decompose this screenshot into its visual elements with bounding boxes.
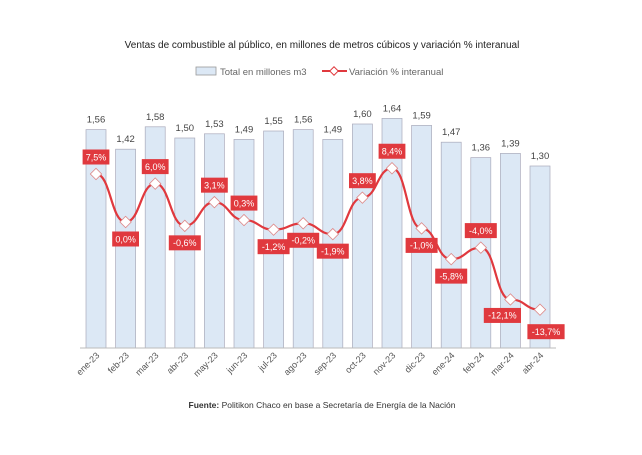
bar-value-label: 1,49 — [235, 124, 254, 135]
line-point-marker — [178, 219, 192, 233]
x-tick-label: ago-23 — [282, 350, 309, 377]
bar — [233, 139, 255, 349]
bar — [352, 123, 373, 349]
variation-label: -1,9% — [321, 246, 345, 256]
x-tick-label: feb-23 — [106, 350, 131, 375]
bar-value-label: 1,49 — [324, 124, 343, 135]
variation-label: 7,5% — [86, 152, 107, 162]
x-tick-label: jul-23 — [256, 350, 279, 373]
x-tick-label: sep-23 — [312, 350, 339, 377]
bar-value-label: 1,56 — [87, 115, 106, 126]
bar-value-label: 1,56 — [294, 115, 313, 126]
variation-label-box — [141, 159, 169, 175]
variation-label-box — [435, 268, 468, 284]
variation-label: 3,1% — [204, 180, 225, 190]
chart-title: Ventas de combustible al público, en mil… — [125, 40, 520, 51]
line-point-marker — [208, 195, 221, 209]
x-tick-label: may-23 — [192, 350, 220, 378]
variation-label: -1,2% — [262, 242, 286, 252]
line-point-marker — [533, 303, 547, 316]
variation-label-box — [378, 143, 406, 159]
variation-label-box — [230, 195, 258, 211]
bar — [440, 141, 462, 349]
bar-value-label: 1,36 — [472, 143, 491, 154]
variation-label: -0,6% — [173, 238, 197, 248]
variation-label-box — [112, 231, 139, 247]
line-point-marker — [474, 241, 488, 254]
bar-value-label: 1,50 — [176, 123, 195, 134]
line-point-marker — [326, 227, 340, 241]
x-tick-label: abr-23 — [165, 350, 190, 375]
x-tick-label: mar-23 — [133, 350, 160, 377]
bar — [529, 165, 551, 349]
variation-label: 0,3% — [234, 198, 255, 208]
variation-label: 6,0% — [145, 162, 166, 172]
x-tick-label: jun-23 — [224, 350, 249, 375]
variation-label-box — [257, 239, 290, 255]
bar-value-label: 1,30 — [531, 151, 550, 162]
legend-line-marker — [329, 66, 339, 76]
bar — [204, 133, 225, 349]
variation-label-box — [405, 237, 438, 253]
bar-value-label: 1,64 — [383, 103, 402, 114]
variation-label-box — [82, 149, 110, 165]
variation-label-box — [527, 324, 565, 340]
source-text: Politikon Chaco en base a Secretaría de … — [219, 400, 456, 410]
variation-label: -5,8% — [439, 271, 463, 281]
line-point-marker — [119, 215, 132, 229]
variation-label: 8,4% — [382, 147, 403, 157]
bar-value-label: 1,60 — [353, 109, 372, 120]
variation-label-box — [287, 232, 320, 248]
line-point-marker — [267, 223, 280, 236]
variation-label-box — [316, 243, 349, 259]
variation-label: -0,2% — [291, 236, 315, 246]
variation-label-box — [464, 223, 497, 239]
bar-value-label: 1,53 — [205, 119, 224, 130]
line-point-marker — [148, 177, 162, 190]
line-point-marker — [356, 191, 369, 204]
source-note: Fuente: Politikon Chaco en base a Secret… — [189, 400, 456, 410]
bar-value-label: 1,47 — [442, 127, 461, 138]
line-point-marker — [89, 167, 103, 181]
x-tick-label: nov-23 — [371, 350, 398, 377]
line-point-marker — [415, 222, 428, 235]
legend: Total en millones m3 Variación % interan… — [195, 66, 443, 78]
bar-value-label: 1,59 — [412, 110, 431, 121]
legend-bar-label: Total en millones m3 — [220, 67, 307, 78]
variation-label-box — [201, 177, 228, 193]
bar — [115, 148, 136, 349]
variation-label: 3,8% — [352, 176, 373, 186]
variation-label: -12,1% — [488, 311, 517, 321]
line-point-marker — [296, 217, 310, 230]
source-label: Fuente: — [189, 400, 220, 410]
variation-label-box — [483, 307, 521, 323]
bar-value-label: 1,39 — [501, 138, 520, 149]
variation-label: -4,0% — [469, 226, 493, 236]
x-tick-label: dic-23 — [403, 350, 427, 374]
variation-label: 0,0% — [115, 234, 136, 244]
variation-line — [95, 167, 541, 311]
x-tick-label: oct-23 — [343, 350, 368, 375]
legend-bar-swatch — [195, 66, 217, 76]
bar — [411, 125, 432, 349]
x-tick-label: ene-24 — [430, 350, 457, 377]
bar-value-label: 1,42 — [116, 134, 135, 145]
x-tick-label: feb-24 — [461, 350, 486, 375]
line-point-marker — [444, 252, 458, 266]
variation-label: -1,0% — [410, 241, 434, 251]
variation-label-box — [349, 173, 376, 189]
legend-line-label: Variación % interanual — [349, 67, 443, 78]
line-point-marker — [385, 162, 399, 175]
variation-label: -13,7% — [532, 327, 561, 337]
x-tick-label: mar-24 — [489, 350, 516, 377]
x-tick-label: abr-24 — [520, 350, 545, 375]
x-tick-label: ene-23 — [75, 350, 102, 377]
variation-label-box — [168, 235, 201, 251]
bar-value-label: 1,58 — [146, 112, 165, 123]
bar-value-label: 1,55 — [264, 116, 283, 127]
line-point-marker — [237, 213, 251, 227]
line-point-marker — [504, 293, 517, 306]
